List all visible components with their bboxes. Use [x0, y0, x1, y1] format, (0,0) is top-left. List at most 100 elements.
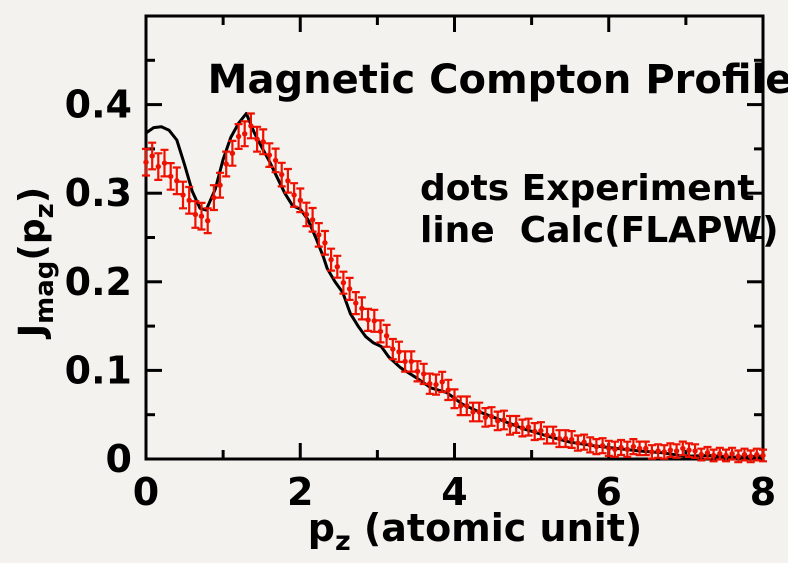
- experiment-point: [242, 131, 248, 137]
- y-tick-label: 0: [106, 437, 132, 481]
- axis-ticks: [144, 16, 765, 461]
- experiment-point: [569, 436, 575, 443]
- experiment-point: [309, 217, 316, 223]
- experiment-point: [458, 403, 464, 409]
- legend-entry-line: line Calc(FLAPW): [420, 210, 779, 251]
- experiment-point: [211, 194, 217, 201]
- y-axis-label-subscript-mag: mag: [30, 261, 60, 324]
- y-axis-label: Jmag(pz): [12, 187, 60, 340]
- experiment-point: [155, 163, 161, 170]
- experiment-point: [538, 427, 544, 434]
- axis-tick-labels: 0 2 4 6 8 0 0.1 0.2 0.3 0.4: [65, 83, 777, 514]
- x-tick-label: 0: [133, 470, 159, 514]
- chart-title: Magnetic Compton Profile: [208, 57, 788, 103]
- x-tick-label: 4: [441, 470, 467, 514]
- x-axis-label-base: p: [308, 506, 335, 550]
- experiment-point: [229, 150, 236, 156]
- y-axis-label-subscript-z: z: [30, 203, 60, 218]
- experiment-point: [390, 346, 396, 352]
- experiment-point: [643, 445, 649, 452]
- experiment-point: [630, 443, 637, 450]
- experiment-series: [142, 112, 767, 464]
- experiment-point: [710, 452, 717, 459]
- experiment-point: [248, 123, 254, 129]
- experiment-point: [445, 387, 451, 393]
- experiment-point: [396, 349, 402, 355]
- experiment-point: [476, 409, 482, 415]
- experiment-point: [266, 152, 273, 158]
- experiment-point: [340, 280, 347, 286]
- y-tick-label: 0.2: [65, 260, 132, 304]
- experiment-point: [168, 173, 174, 180]
- experiment-point: [754, 451, 760, 458]
- experiment-point: [451, 396, 458, 402]
- experiment-point: [149, 153, 155, 159]
- experiment-point: [612, 446, 618, 452]
- experiment-point: [661, 449, 667, 455]
- experiment-point: [421, 371, 427, 377]
- experiment-point: [698, 451, 704, 458]
- experiment-point: [556, 435, 563, 442]
- experiment-point: [581, 439, 587, 445]
- experiment-point: [717, 451, 723, 457]
- experiment-point: [346, 286, 353, 292]
- experiment-point: [544, 432, 550, 438]
- experiment-point: [667, 447, 674, 453]
- experiment-point: [593, 443, 600, 450]
- experiment-point: [285, 178, 291, 184]
- experiment-point: [365, 317, 371, 323]
- experiment-point: [174, 178, 180, 184]
- experiment-point: [673, 448, 680, 454]
- experiment-point: [217, 182, 223, 188]
- experiment-point: [482, 414, 489, 421]
- experiment-point: [235, 133, 242, 140]
- experiment-error-bars: [142, 112, 767, 464]
- experiment-point: [692, 448, 698, 454]
- experiment-point: [359, 305, 365, 312]
- experiment-point: [636, 445, 643, 452]
- experiment-point: [371, 318, 377, 324]
- experiment-point: [383, 333, 390, 339]
- experiment-point: [408, 358, 414, 365]
- experiment-point: [618, 444, 624, 451]
- experiment-point: [279, 171, 285, 178]
- experiment-point: [334, 264, 340, 270]
- x-tick-label: 6: [596, 470, 622, 514]
- experiment-point: [495, 418, 501, 424]
- experiment-point: [575, 440, 581, 446]
- experiment-point: [470, 409, 476, 415]
- experiment-point: [587, 442, 593, 448]
- experiment-point: [525, 424, 532, 430]
- experiment-point: [328, 256, 334, 263]
- experiment-point: [402, 358, 408, 365]
- experiment-point: [433, 381, 439, 388]
- calc-line-series: [144, 112, 765, 459]
- y-tick-label: 0.3: [65, 171, 132, 215]
- x-axis-label-rest: (atomic unit): [351, 506, 643, 550]
- experiment-point: [322, 240, 328, 246]
- y-tick-label: 0.1: [65, 348, 132, 392]
- experiment-point: [501, 417, 507, 423]
- experiment-point: [748, 453, 754, 459]
- experiment-point: [186, 197, 192, 203]
- experiment-point: [680, 445, 686, 452]
- experiment-point: [464, 403, 470, 409]
- experiment-point: [704, 450, 711, 456]
- experiment-point: [316, 232, 322, 238]
- experiment-point: [624, 446, 630, 452]
- experiment-point: [198, 213, 205, 219]
- experiment-point: [414, 368, 421, 374]
- experiment-point: [606, 445, 612, 452]
- calc-line: [144, 112, 765, 459]
- experiment-point: [562, 435, 569, 442]
- experiment-point: [303, 211, 310, 218]
- experiment-point: [532, 428, 538, 435]
- experiment-point: [143, 159, 149, 165]
- experiment-point: [760, 452, 766, 459]
- experiment-point: [427, 381, 433, 387]
- experiment-point: [272, 157, 279, 164]
- y-tick-label: 0.4: [65, 83, 132, 127]
- experiment-point: [439, 379, 445, 385]
